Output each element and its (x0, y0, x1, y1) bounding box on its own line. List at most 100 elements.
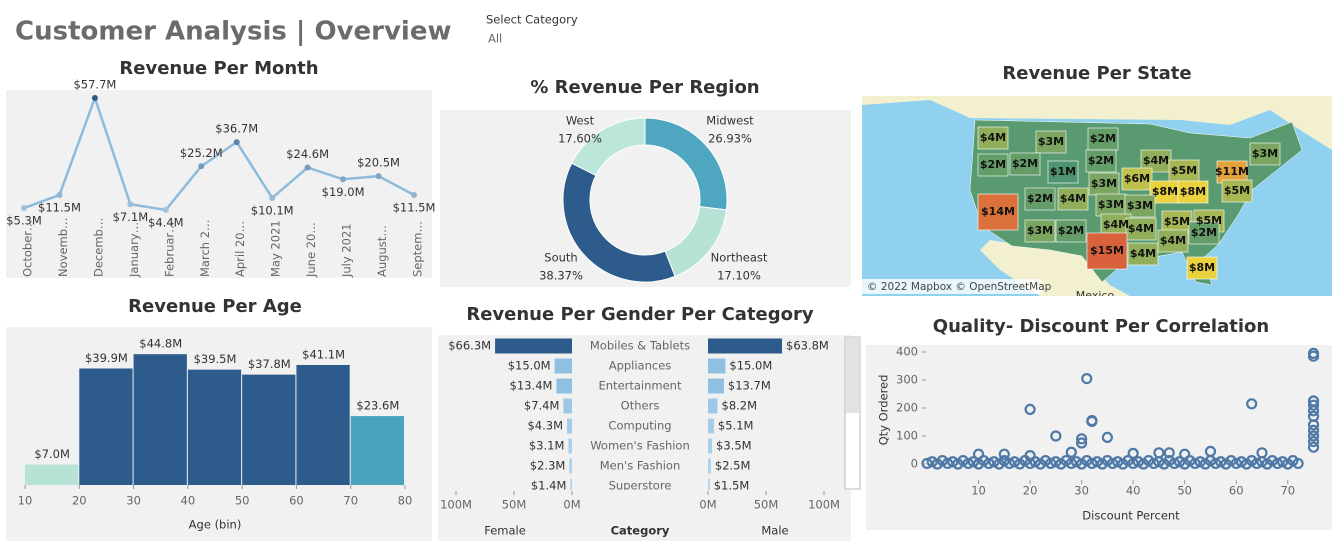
state-label: $4M (1128, 222, 1154, 235)
point (1024, 450, 1036, 462)
state-label: $2M (980, 158, 1006, 171)
land (862, 96, 1332, 150)
point (1076, 433, 1088, 445)
donut-slice (571, 117, 646, 177)
state (1057, 187, 1089, 211)
x-tick-label: March 2… (198, 219, 212, 277)
point (972, 448, 985, 460)
male-bar (708, 378, 724, 394)
point (1003, 457, 1016, 470)
point (1271, 457, 1284, 470)
axis-label: Category (611, 524, 670, 538)
point (1086, 457, 1098, 470)
state-label: $4M (1130, 247, 1156, 260)
panel (866, 345, 1332, 530)
state-label: $3M (1027, 224, 1053, 237)
value-label: $25.2M (180, 146, 223, 160)
value-label: $11.5M (38, 201, 81, 215)
y-tick-label: 200 (896, 401, 918, 415)
histogram-bar (296, 364, 350, 485)
state-label: $3M (1252, 147, 1278, 160)
y-tick-label: 100 (896, 429, 918, 443)
x-tick-label: April 20… (233, 221, 247, 277)
point (1153, 447, 1165, 459)
x-tick-label: June 20… (304, 222, 318, 278)
value-label: $37.8M (248, 357, 291, 371)
x-axis-label: Age (bin) (189, 518, 242, 532)
point (1024, 403, 1036, 415)
state-label: $3M (1038, 135, 1064, 148)
x-tick-label: 0M (563, 498, 580, 512)
point (1081, 373, 1093, 385)
state (977, 153, 1009, 177)
point (127, 201, 134, 208)
point (233, 139, 240, 146)
histogram-bar (25, 464, 79, 485)
value-label: $3.1M (529, 439, 565, 453)
point (1065, 446, 1077, 458)
point (56, 192, 63, 199)
chart-title: Revenue Per State (1002, 63, 1191, 84)
value-label: $20.5M (357, 156, 400, 170)
point (304, 164, 311, 171)
state-label: $4M (1160, 234, 1186, 247)
filter-label: Select Category (486, 13, 578, 27)
point (1076, 437, 1088, 449)
point (198, 163, 205, 170)
point (1256, 447, 1268, 459)
female-bar (554, 358, 572, 374)
value-label: $4.3M (527, 419, 563, 433)
point (1106, 457, 1119, 470)
value-label: $10.1M (251, 203, 294, 217)
x-tick-label: 50M (754, 498, 779, 512)
value-label: $66.3M (448, 339, 491, 353)
slice-value: 26.93% (708, 132, 752, 146)
y-tick-label: 400 (896, 345, 918, 359)
point (340, 176, 347, 183)
value-label: $2.3M (530, 459, 566, 473)
state-label: $2M (1191, 226, 1217, 239)
x-tick-label: Septem… (411, 221, 425, 277)
chart-title: Revenue Per Gender Per Category (466, 304, 814, 325)
point (411, 192, 417, 199)
point (1050, 430, 1062, 442)
point (1230, 457, 1242, 470)
state (1009, 152, 1041, 176)
state-label: $5M (1164, 215, 1190, 228)
x-tick-label: January… (127, 222, 141, 278)
point (1307, 399, 1320, 411)
value-label: $23.6M (356, 399, 399, 413)
value-label: $63.8M (786, 339, 829, 353)
chart-title: Revenue Per Age (128, 296, 302, 317)
state (1221, 179, 1253, 203)
value-label: $13.7M (728, 379, 771, 393)
point (1189, 457, 1201, 470)
point (983, 457, 995, 470)
filter-value[interactable]: All (488, 32, 502, 46)
state-label: $4M (980, 131, 1006, 144)
x-axis-label: Discount Percent (1082, 509, 1180, 523)
point (1215, 456, 1227, 468)
value-label: $5.1M (718, 419, 754, 433)
dashboard-title: Customer Analysis | Overview (15, 17, 451, 47)
x-tick-label: 100M (808, 498, 840, 512)
female-bar (563, 398, 572, 414)
scroll-thumb[interactable] (846, 338, 859, 413)
histogram-bar (133, 354, 187, 485)
state-label: $2M (1012, 157, 1038, 170)
point (1091, 456, 1103, 468)
value-label: $3.5M (716, 439, 752, 453)
point (1050, 456, 1062, 468)
x-tick-label: July 2021 (340, 223, 354, 278)
point (1009, 456, 1021, 468)
slice-label: Northeast (711, 251, 768, 265)
x-tick-label: 0M (699, 498, 716, 512)
point (1168, 457, 1180, 470)
value-label: $13.4M (510, 379, 553, 393)
state (1086, 232, 1128, 270)
male-bar (708, 438, 713, 454)
state-label: $8M (1189, 261, 1215, 274)
female-bar (495, 338, 572, 354)
value-label: $36.7M (215, 122, 258, 136)
